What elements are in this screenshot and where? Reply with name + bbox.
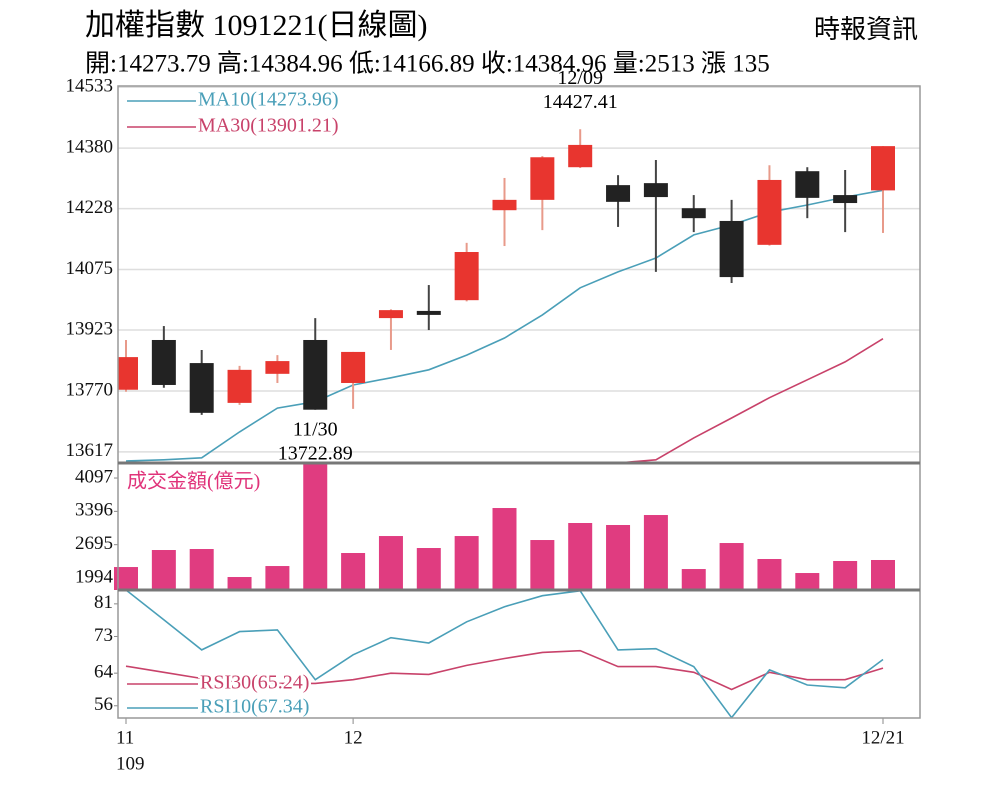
price-plot (118, 129, 895, 463)
volume-bar (189, 549, 214, 590)
candle-body (530, 157, 555, 200)
legend-label: MA10(14273.96) (198, 89, 339, 111)
candle-body (757, 179, 782, 245)
volume-bar (833, 560, 858, 590)
candle-body (416, 310, 441, 315)
volume-bar (341, 553, 366, 590)
candle-body (606, 185, 631, 202)
annotation-date: 11/30 (293, 418, 338, 440)
candle-body (492, 199, 517, 211)
volume-bar (378, 536, 403, 590)
candle-body (568, 144, 593, 168)
legend-label: RSI10(67.34) (200, 696, 309, 718)
rsi-plot (125, 590, 884, 718)
candle-body (151, 339, 176, 385)
x-tick-label: 11 (116, 727, 134, 748)
volume-bar (530, 540, 555, 590)
candle-body (341, 351, 366, 383)
y-tick-label: 13617 (66, 440, 114, 461)
candle-body (265, 361, 290, 374)
y-tick-label: 2695 (75, 533, 113, 554)
volume-bar (454, 536, 479, 590)
source: 時報資訊 (814, 15, 918, 44)
candle-body (643, 183, 668, 198)
chart-title: 加權指數 1091221(日線圖) (85, 9, 427, 42)
y-tick-label: 73 (94, 625, 113, 646)
candle-body (871, 146, 895, 191)
candle-body (303, 339, 328, 410)
y-tick-label: 13923 (66, 318, 114, 339)
y-tick-label: 14228 (66, 197, 114, 218)
ma-line (125, 189, 884, 462)
y-tick-label: 14380 (66, 136, 114, 157)
info-line: 開:14273.79 高:14384.96 低:14166.89 收:14384… (85, 50, 770, 78)
x-sublabel: 109 (116, 753, 145, 774)
volume-bar (757, 558, 782, 590)
y-tick-label: 81 (94, 592, 113, 613)
volume-bar (265, 566, 290, 590)
candle-body (227, 369, 252, 403)
volume-bar (795, 573, 820, 590)
volume-bar (151, 550, 176, 590)
rsi-line (125, 649, 884, 691)
plot-frame (117, 85, 921, 719)
volume-bar (871, 559, 895, 590)
candle-body (454, 252, 479, 301)
y-tick-label: 56 (94, 694, 113, 715)
y-tick-label: 4097 (75, 466, 113, 487)
volume-bar (719, 543, 744, 590)
x-tick-label: 12/21 (861, 727, 904, 748)
y-tick-label: 3396 (75, 500, 113, 521)
legend-label: RSI30(65.24) (200, 672, 309, 694)
candle-body (189, 363, 214, 413)
ma-line (599, 338, 884, 463)
volume-bar (114, 567, 138, 590)
annotation-date: 12/09 (557, 67, 603, 89)
volume-bar (568, 523, 593, 590)
candle-body (681, 208, 706, 219)
rsi-line (125, 590, 884, 718)
candle-body (118, 357, 138, 390)
volume-bar (643, 515, 668, 590)
legend-label: MA30(13901.21) (198, 115, 339, 137)
y-tick-label: 13770 (66, 379, 114, 400)
volume-bar (303, 463, 328, 590)
candle-body (795, 171, 820, 198)
volume-bar (227, 577, 252, 590)
y-tick-label: 14075 (66, 258, 114, 279)
y-tick-label: 1994 (75, 566, 114, 587)
y-tick-label: 64 (94, 662, 114, 683)
volume-bar (606, 525, 631, 590)
candle-body (719, 220, 744, 278)
volume-bar (681, 569, 706, 590)
annotation-value: 14427.41 (543, 91, 618, 113)
annotation-value: 13722.89 (278, 442, 353, 464)
volume-bar (416, 548, 441, 590)
y-tick-label: 14533 (66, 76, 114, 97)
volume-bar (492, 508, 517, 590)
candle-body (833, 195, 858, 204)
candle-body (378, 310, 403, 319)
x-tick-label: 12 (344, 727, 363, 748)
volume-label: 成交金額(億元) (127, 470, 260, 493)
